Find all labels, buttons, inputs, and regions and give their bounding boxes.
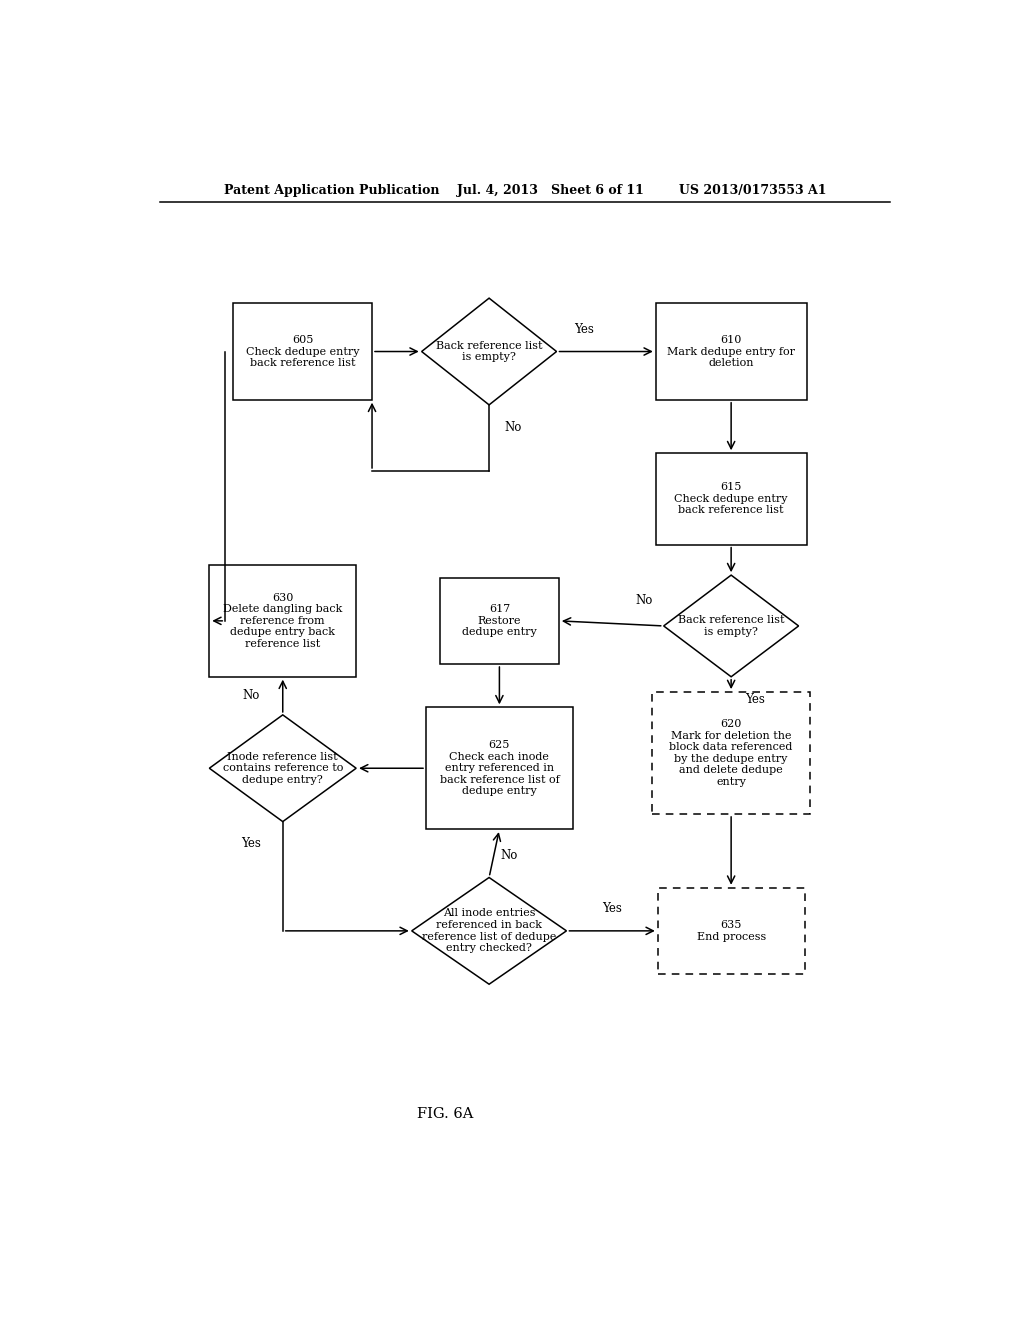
Text: 625
Check each inode
entry referenced in
back reference list of
dedupe entry: 625 Check each inode entry referenced in… (439, 741, 559, 796)
Text: 605
Check dedupe entry
back reference list: 605 Check dedupe entry back reference li… (246, 335, 359, 368)
FancyBboxPatch shape (209, 565, 356, 677)
Text: Yes: Yes (602, 902, 622, 915)
Text: 615
Check dedupe entry
back reference list: 615 Check dedupe entry back reference li… (675, 482, 787, 516)
Text: FIG. 6A: FIG. 6A (417, 1106, 474, 1121)
Text: Back reference list
is empty?: Back reference list is empty? (436, 341, 543, 362)
FancyBboxPatch shape (233, 304, 372, 400)
Polygon shape (412, 878, 566, 985)
Text: Inode reference list
contains reference to
dedupe entry?: Inode reference list contains reference … (222, 751, 343, 785)
Text: Yes: Yes (574, 322, 594, 335)
Polygon shape (209, 715, 356, 821)
Text: All inode entries
referenced in back
reference list of dedupe
entry checked?: All inode entries referenced in back ref… (422, 908, 556, 953)
Polygon shape (422, 298, 557, 405)
Polygon shape (664, 576, 799, 677)
Text: 635
End process: 635 End process (696, 920, 766, 941)
FancyBboxPatch shape (426, 708, 572, 829)
Text: Yes: Yes (745, 693, 765, 706)
Text: 630
Delete dangling back
reference from
dedupe entry back
reference list: 630 Delete dangling back reference from … (223, 593, 342, 649)
FancyBboxPatch shape (652, 692, 811, 814)
FancyBboxPatch shape (440, 578, 559, 664)
FancyBboxPatch shape (655, 453, 807, 545)
Text: 610
Mark dedupe entry for
deletion: 610 Mark dedupe entry for deletion (668, 335, 796, 368)
Text: Patent Application Publication    Jul. 4, 2013   Sheet 6 of 11        US 2013/01: Patent Application Publication Jul. 4, 2… (223, 185, 826, 198)
Text: No: No (504, 421, 521, 434)
Text: No: No (243, 689, 260, 702)
FancyBboxPatch shape (655, 304, 807, 400)
Text: No: No (635, 594, 652, 607)
Text: No: No (501, 849, 517, 862)
Text: 620
Mark for deletion the
block data referenced
by the dedupe entry
and delete d: 620 Mark for deletion the block data ref… (670, 719, 793, 787)
Text: Yes: Yes (241, 837, 261, 850)
Text: 617
Restore
dedupe entry: 617 Restore dedupe entry (462, 605, 537, 638)
FancyBboxPatch shape (657, 887, 805, 974)
Text: Back reference list
is empty?: Back reference list is empty? (678, 615, 784, 636)
